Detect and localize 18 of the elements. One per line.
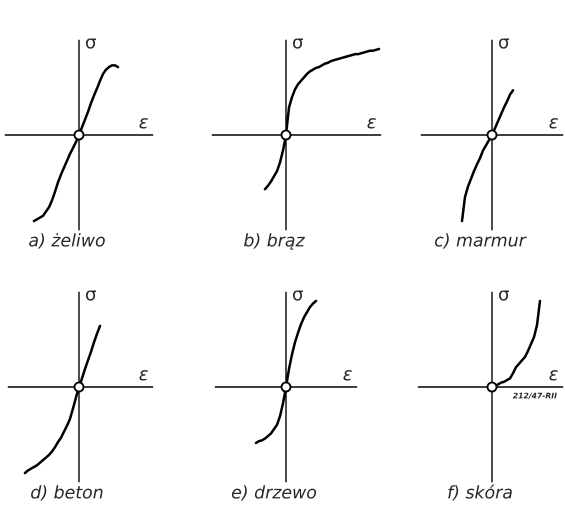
y-axis-title: σ bbox=[498, 38, 509, 49]
x-axis-title: ε bbox=[549, 370, 558, 380]
y-axis-title: σ bbox=[498, 290, 509, 301]
text: a) żeliwo bbox=[29, 233, 105, 249]
y-axis-title: σ bbox=[292, 38, 303, 49]
y-axis-title: σ bbox=[86, 290, 96, 301]
x-axis-title: ε bbox=[139, 118, 148, 128]
x-axis-title: ε bbox=[367, 118, 376, 128]
x-axis-title: ε bbox=[139, 370, 148, 380]
y-axis-title: σ bbox=[292, 290, 303, 301]
text: b) brąz bbox=[244, 233, 305, 250]
text: e) drzewo bbox=[232, 485, 316, 501]
x-axis-title: ε bbox=[343, 370, 352, 380]
text: d) beton bbox=[31, 485, 103, 501]
text: c) marmur bbox=[435, 233, 527, 249]
x-axis-title: ε bbox=[549, 118, 558, 128]
y-axis-title: σ bbox=[86, 38, 96, 49]
text: f) skóra bbox=[448, 484, 512, 501]
